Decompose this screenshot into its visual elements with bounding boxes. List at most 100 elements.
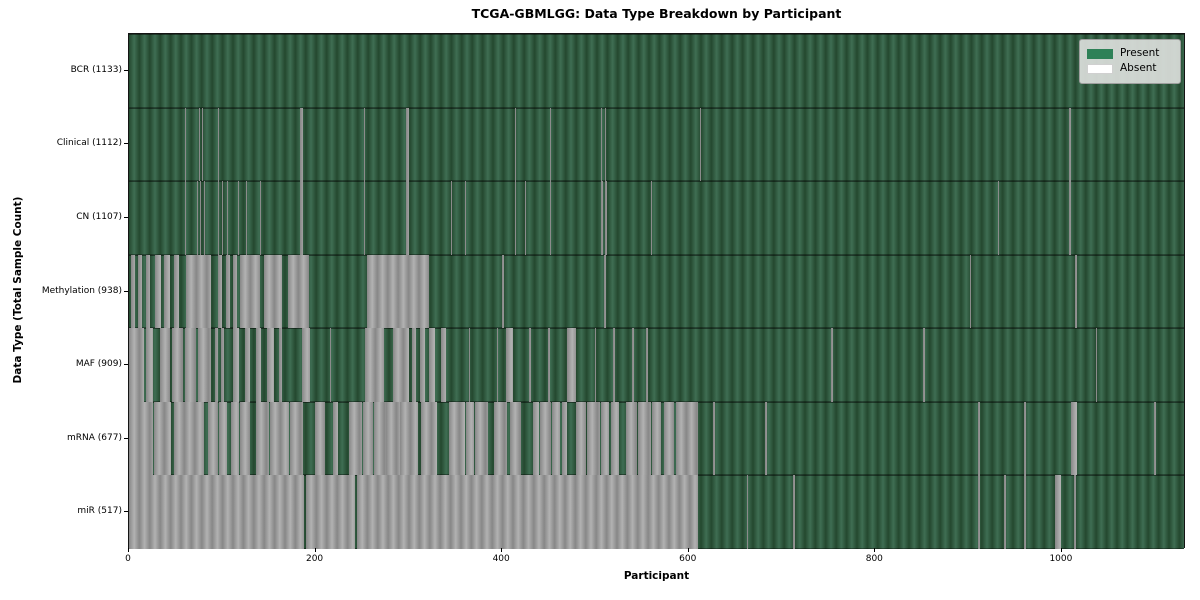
absent-segment <box>222 181 224 255</box>
absent-segment <box>1069 107 1072 182</box>
absent-segment <box>164 254 171 329</box>
absent-segment <box>502 254 505 329</box>
absent-segment <box>1154 401 1157 476</box>
absent-segment <box>977 475 980 549</box>
absent-segment <box>255 328 262 402</box>
absent-segment <box>713 401 715 476</box>
absent-segment <box>299 181 303 255</box>
absent-segment <box>475 401 489 476</box>
absent-segment <box>226 254 230 329</box>
absent-segment <box>184 181 186 255</box>
absent-segment <box>218 401 227 476</box>
absent-segment <box>1074 254 1077 329</box>
absent-segment <box>226 181 228 255</box>
absent-segment <box>198 107 200 182</box>
absent-segment <box>299 107 303 182</box>
absent-segment <box>287 254 310 329</box>
absent-segment <box>197 181 199 255</box>
y-tick-mark <box>124 364 128 366</box>
absent-segment <box>364 181 366 255</box>
y-tick-label-Methylation: Methylation (938) <box>41 285 122 296</box>
absent-segment <box>184 328 197 402</box>
absent-segment <box>540 401 551 476</box>
absent-segment <box>1069 181 1072 255</box>
absent-segment <box>509 401 521 476</box>
absent-segment <box>374 401 386 476</box>
absent-segment <box>631 328 634 402</box>
absent-segment <box>290 401 303 476</box>
absent-segment <box>440 328 447 402</box>
absent-segment <box>594 328 597 402</box>
absent-segment <box>129 475 305 549</box>
absent-segment <box>1004 475 1006 549</box>
absent-segment <box>524 181 526 255</box>
absent-segment <box>505 328 514 402</box>
absent-segment <box>203 181 205 255</box>
x-tick-label: 1000 <box>1049 554 1073 564</box>
absent-segment <box>651 181 653 255</box>
absent-segment <box>356 475 699 549</box>
absent-segment <box>603 254 606 329</box>
heatmap-row-MAF <box>129 328 1184 402</box>
absent-segment <box>420 328 425 402</box>
absent-segment <box>1074 475 1076 549</box>
absent-segment <box>1071 401 1077 476</box>
absent-segment <box>217 107 219 182</box>
y-tick-mark <box>124 511 128 513</box>
absent-segment <box>238 181 240 255</box>
y-tick-label-mRNA: mRNA (677) <box>67 432 122 443</box>
absent-segment <box>549 107 551 182</box>
absent-segment <box>515 181 517 255</box>
absent-segment <box>259 181 261 255</box>
absent-segment <box>185 254 212 329</box>
absent-segment <box>1023 401 1026 476</box>
absent-segment <box>201 107 203 182</box>
absent-segment <box>365 328 384 402</box>
x-tick-mark <box>128 548 129 552</box>
legend-label-present: Present <box>1120 47 1160 59</box>
absent-segment <box>922 328 925 402</box>
y-tick-label-miR: miR (517) <box>77 506 122 517</box>
present-swatch-icon <box>1087 48 1113 59</box>
absent-segment <box>831 328 834 402</box>
absent-segment <box>145 328 154 402</box>
x-tick-mark <box>1060 548 1062 552</box>
legend-entry-present: Present <box>1087 47 1172 60</box>
absent-segment <box>587 401 601 476</box>
absent-segment <box>515 107 517 182</box>
heatmap-row-Clinical <box>129 107 1184 182</box>
heatmap-row-mRNA <box>129 401 1184 476</box>
absent-segment <box>1055 475 1061 549</box>
absent-segment <box>464 181 466 255</box>
absent-segment <box>393 328 409 402</box>
y-tick-mark <box>124 216 128 218</box>
heatmap-row-BCR <box>129 34 1184 108</box>
absent-segment <box>255 401 269 476</box>
absent-segment <box>199 181 201 255</box>
x-tick-mark <box>687 548 689 552</box>
absent-segment <box>529 328 532 402</box>
x-tick-label: 0 <box>125 554 131 564</box>
absent-segment <box>645 328 648 402</box>
absent-swatch-icon <box>1087 63 1113 74</box>
chart-title: TCGA-GBMLGG: Data Type Breakdown by Part… <box>471 6 842 21</box>
absent-segment <box>465 401 475 476</box>
absent-segment <box>333 401 338 476</box>
absent-segment <box>217 254 223 329</box>
absent-segment <box>245 181 247 255</box>
absent-segment <box>406 107 409 182</box>
absent-segment <box>450 181 452 255</box>
absent-segment <box>198 328 212 402</box>
absent-segment <box>329 328 332 402</box>
absent-segment <box>138 254 143 329</box>
x-tick-mark <box>874 548 876 552</box>
absent-segment <box>626 401 638 476</box>
y-tick-mark <box>124 143 128 145</box>
absent-segment <box>411 328 417 402</box>
absent-segment <box>1023 475 1026 549</box>
absent-segment <box>363 401 374 476</box>
absent-segment <box>429 328 435 402</box>
absent-segment <box>171 328 184 402</box>
absent-segment <box>173 401 204 476</box>
absent-segment <box>969 254 972 329</box>
